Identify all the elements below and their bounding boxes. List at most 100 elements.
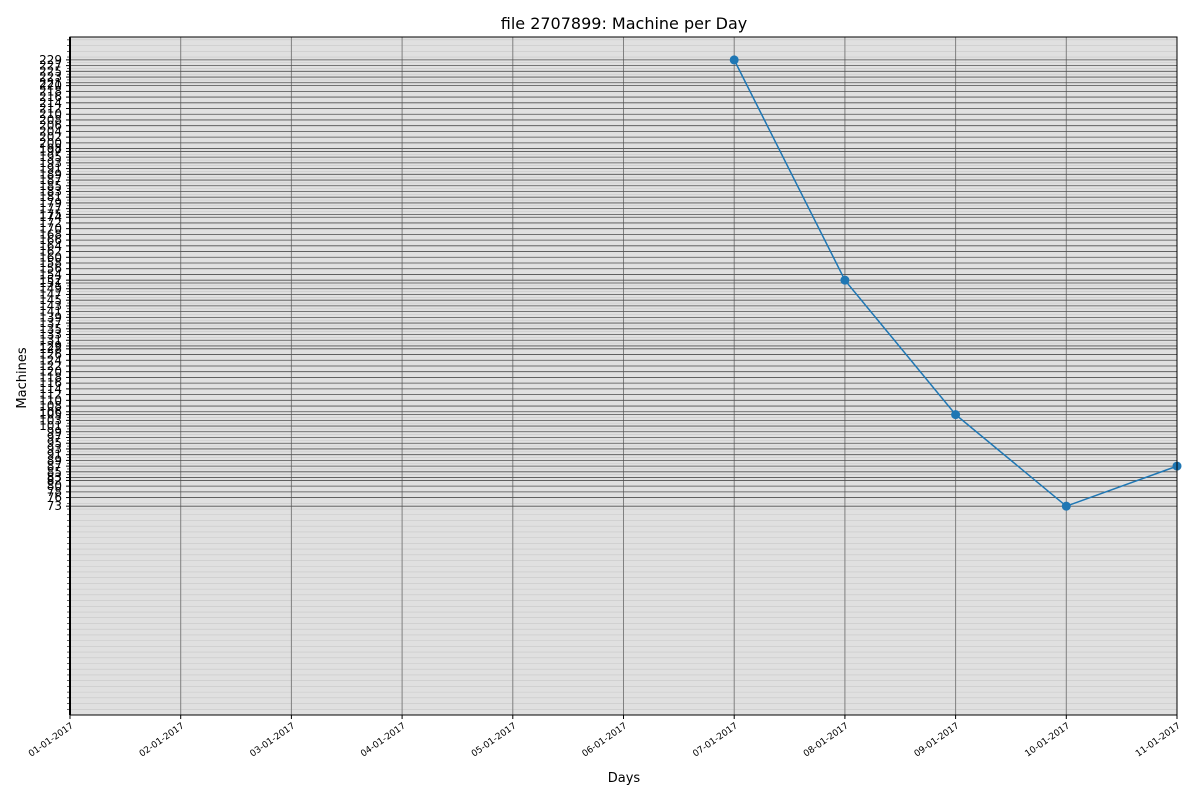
y-tick-label: 225 — [39, 64, 62, 78]
y-tick-label: 131 — [39, 333, 62, 347]
y-tick-label: 174 — [39, 210, 62, 224]
x-tick-label: 06-01-2017 — [581, 721, 630, 759]
y-tick-label: 156 — [39, 262, 62, 276]
y-tick-label: 195 — [39, 150, 62, 164]
y-tick-label: 135 — [39, 322, 62, 336]
y-tick-label: 220 — [39, 79, 62, 93]
y-tick-label: 218 — [39, 84, 62, 98]
y-tick-label: 200 — [39, 136, 62, 150]
y-tick-label: 193 — [39, 156, 62, 170]
y-tick-label: 87 — [47, 459, 62, 473]
y-tick-label: 105 — [39, 408, 62, 422]
y-tick-label: 122 — [39, 359, 62, 373]
y-tick-label: 175 — [39, 207, 62, 221]
y-tick-label: 137 — [39, 316, 62, 330]
y-tick-label: 124 — [39, 353, 62, 367]
y-tick-label: 206 — [39, 119, 62, 133]
x-tick-label: 04-01-2017 — [359, 721, 408, 759]
y-tick-label: 145 — [39, 293, 62, 307]
y-tick-label: 162 — [39, 245, 62, 259]
y-tick-label: 101 — [39, 419, 62, 433]
y-tick-label: 223 — [39, 70, 62, 84]
data-point — [1061, 501, 1071, 511]
x-tick-label: 05-01-2017 — [470, 721, 519, 759]
y-tick-label: 151 — [39, 276, 62, 290]
y-tick-label: 158 — [39, 256, 62, 270]
y-tick-label: 85 — [47, 465, 62, 479]
y-tick-label: 221 — [39, 76, 62, 90]
y-tick-label: 154 — [39, 267, 62, 281]
y-tick-label: 114 — [39, 382, 62, 396]
data-point — [729, 55, 739, 65]
y-tick-label: 170 — [39, 222, 62, 236]
y-tick-label: 181 — [39, 190, 62, 204]
y-tick-label: 99 — [47, 425, 62, 439]
y-tick-label: 183 — [39, 184, 62, 198]
major-grid — [69, 37, 1178, 715]
y-axis-label: Machines — [15, 347, 30, 408]
y-tick-label: 80 — [47, 479, 62, 493]
y-tick-label: 106 — [39, 405, 62, 419]
y-tick-label: 120 — [39, 365, 62, 379]
y-tick-label: 93 — [47, 442, 62, 456]
y-tick-label: 214 — [39, 96, 62, 110]
y-tick-label: 160 — [39, 250, 62, 264]
y-tick-label: 139 — [39, 310, 62, 324]
y-tick-label: 208 — [39, 113, 62, 127]
y-tick-label: 110 — [39, 393, 62, 407]
y-tick-label: 212 — [39, 102, 62, 116]
y-tick-label: 129 — [39, 339, 62, 353]
x-tick-label: 11-01-2017 — [1134, 721, 1183, 759]
y-tick-label: 78 — [47, 485, 62, 499]
x-tick-label: 08-01-2017 — [802, 721, 851, 759]
y-tick-label: 82 — [47, 473, 62, 487]
y-tick-label: 128 — [39, 342, 62, 356]
y-tick-label: 177 — [39, 202, 62, 216]
y-tick-label: 95 — [47, 436, 62, 450]
y-tick-label: 187 — [39, 173, 62, 187]
y-tick-label: 118 — [39, 370, 62, 384]
y-tick-label: 185 — [39, 179, 62, 193]
y-tick-label: 112 — [39, 388, 62, 402]
y-tick-label: 108 — [39, 399, 62, 413]
data-point — [951, 410, 961, 420]
y-tick-label: 97 — [47, 431, 62, 445]
y-tick-label: 83 — [47, 471, 62, 485]
y-tick-label: 73 — [47, 499, 62, 513]
y-tick-label: 189 — [39, 167, 62, 181]
y-tick-label: 202 — [39, 130, 62, 144]
y-tick-label: 227 — [39, 59, 62, 73]
y-tick-label: 143 — [39, 299, 62, 313]
x-tick-label: 07-01-2017 — [691, 721, 740, 759]
y-tick-label: 216 — [39, 90, 62, 104]
y-tick-label: 103 — [39, 413, 62, 427]
x-axis-ticks: 01-01-2017 02-01-2017 03-01-2017 04-01-2017… — [27, 715, 1183, 759]
x-tick-label: 03-01-2017 — [249, 721, 298, 759]
y-tick-label: 198 — [39, 142, 62, 156]
x-axis-label: Days — [608, 771, 641, 786]
x-tick-label: 01-01-2017 — [27, 721, 76, 759]
y-tick-label: 191 — [39, 162, 62, 176]
y-tick-label: 147 — [39, 287, 62, 301]
x-tick-label: 09-01-2017 — [913, 721, 962, 759]
y-tick-label: 166 — [39, 233, 62, 247]
chart-title: file 2707899: Machine per Day — [501, 14, 748, 33]
y-tick-label: 164 — [39, 239, 62, 253]
x-tick-label: 10-01-2017 — [1023, 721, 1072, 759]
y-tick-label: 152 — [39, 273, 62, 287]
x-tick-label: 02-01-2017 — [138, 721, 187, 759]
y-tick-label: 229 — [39, 53, 62, 67]
y-tick-label: 204 — [39, 124, 62, 138]
y-tick-label: 197 — [39, 144, 62, 158]
y-tick-label: 210 — [39, 107, 62, 121]
data-point — [840, 275, 850, 285]
y-tick-label: 172 — [39, 216, 62, 230]
y-tick-label: 149 — [39, 282, 62, 296]
y-axis-ticks: 7376788082838587899193959799101103105106… — [39, 39, 70, 710]
y-tick-label: 179 — [39, 196, 62, 210]
series-machines — [729, 55, 1182, 511]
y-tick-label: 133 — [39, 328, 62, 342]
y-tick-label: 141 — [39, 305, 62, 319]
y-tick-label: 126 — [39, 348, 62, 362]
